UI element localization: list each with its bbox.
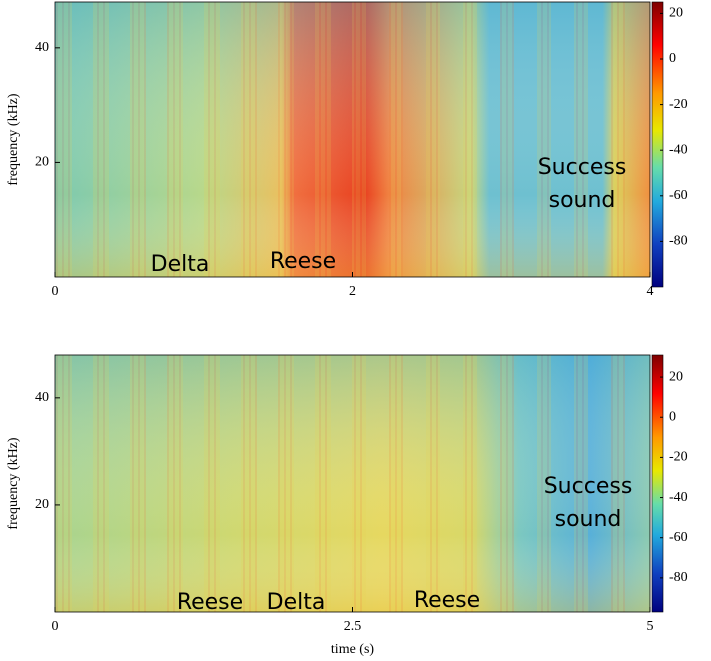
colorbar-tick-label: -80 — [669, 234, 688, 249]
colorbar-tick-label: -60 — [669, 530, 688, 545]
y-tick-label: 20 — [35, 497, 49, 512]
y-tick-label: 20 — [35, 155, 49, 170]
annotation: Success — [544, 474, 633, 499]
y-tick-label: 40 — [35, 40, 49, 55]
colorbar-tick-label: -60 — [669, 188, 688, 203]
y-tick-label: 40 — [35, 390, 49, 405]
x-tick-label: 2.5 — [344, 619, 362, 634]
annotation: Delta — [267, 590, 326, 615]
x-tick-label: 0 — [52, 619, 59, 634]
annotation: Reese — [270, 249, 336, 274]
x-tick-label: 0 — [52, 284, 59, 299]
spectrogram-shading — [55, 2, 650, 277]
x-axis-label: time (s) — [331, 642, 374, 657]
colorbar-tick-label: -20 — [669, 97, 688, 112]
colorbar — [651, 354, 664, 613]
colorbar — [651, 1, 664, 288]
annotation: Delta — [151, 252, 210, 277]
y-axis-label: frequency (kHz) — [6, 437, 21, 529]
annotation: sound — [549, 188, 616, 213]
colorbar-tick-label: -80 — [669, 570, 688, 585]
colorbar-tick-label: -40 — [669, 142, 688, 157]
spectrogram-shading — [55, 355, 650, 612]
colorbar-tick-label: 20 — [669, 369, 683, 384]
x-tick-label: 2 — [349, 284, 356, 299]
colorbar-tick-label: 0 — [669, 51, 676, 66]
colorbar-tick-label: -20 — [669, 450, 688, 465]
x-tick-label: 5 — [647, 619, 654, 634]
annotation: Success — [538, 155, 627, 180]
y-axis-label: frequency (kHz) — [6, 93, 21, 185]
x-tick-label: 4 — [647, 284, 654, 299]
annotation: Reese — [177, 590, 243, 615]
colorbar-tick-label: 0 — [669, 409, 676, 424]
annotation: sound — [555, 507, 622, 532]
annotation: Reese — [414, 588, 480, 613]
colorbar-tick-label: 20 — [669, 6, 683, 21]
colorbar-tick-label: -40 — [669, 490, 688, 505]
